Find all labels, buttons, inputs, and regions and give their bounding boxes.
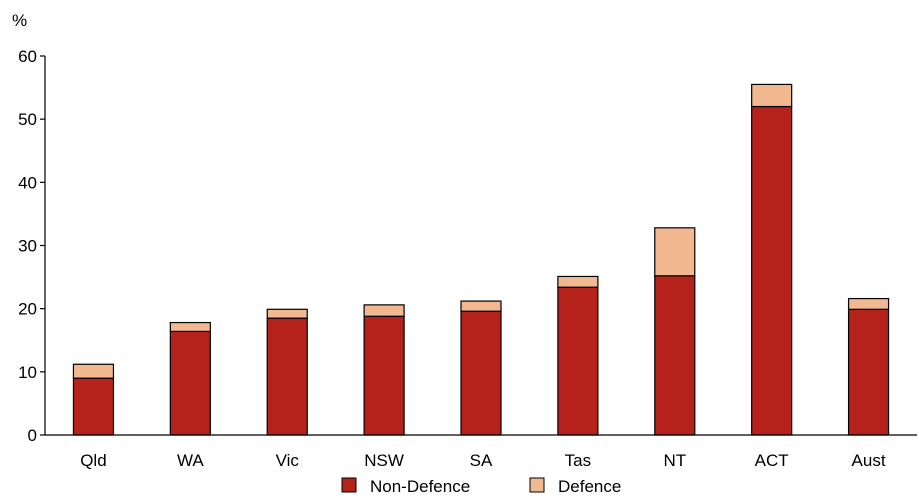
legend: Non-Defence Defence: [341, 477, 621, 496]
bar-defence-nt: [654, 227, 696, 277]
x-tick-label: Qld: [80, 451, 106, 470]
x-tick-label: NSW: [364, 451, 404, 470]
y-tick-label: 50: [18, 110, 37, 129]
x-tick-label: ACT: [755, 451, 789, 470]
y-tick-label: 20: [18, 300, 37, 319]
bar-defence-act: [751, 83, 793, 108]
y-axis: 0 10 20 30 40 50 60: [18, 47, 45, 445]
y-tick-label: 0: [28, 426, 37, 445]
bar-non-defence-aust: [847, 308, 890, 436]
y-tick-label: 40: [18, 173, 37, 192]
x-tick-label: SA: [470, 451, 493, 470]
bar-group: [72, 83, 890, 436]
x-tick-label: WA: [177, 451, 204, 470]
legend-swatch-defence: [529, 477, 545, 493]
y-tick-label: 30: [18, 237, 37, 256]
bar-defence-tas: [557, 275, 599, 288]
bar-non-defence-tas: [557, 286, 599, 436]
bar-defence-wa: [169, 321, 211, 333]
x-tick-label: Tas: [565, 451, 591, 470]
bar-defence-vic: [266, 308, 308, 319]
bar-non-defence-qld: [72, 377, 115, 436]
x-tick-label: Vic: [276, 451, 300, 470]
x-tick-label: NT: [663, 451, 686, 470]
bar-non-defence-nt: [654, 275, 696, 436]
bar-defence-qld: [72, 363, 115, 379]
legend-label: Defence: [558, 477, 621, 496]
x-tick-label: Aust: [852, 451, 886, 470]
y-tick-label: 60: [18, 47, 37, 66]
x-axis: Qld WA Vic NSW SA Tas NT ACT Aust: [80, 451, 886, 470]
bar-non-defence-sa: [460, 310, 502, 436]
legend-label: Non-Defence: [370, 477, 470, 496]
y-tick-label: 10: [18, 363, 37, 382]
bar-defence-sa: [460, 300, 502, 312]
bar-non-defence-vic: [266, 317, 308, 436]
y-axis-unit-label: %: [12, 11, 27, 30]
bar-defence-nsw: [363, 304, 405, 317]
bar-defence-aust: [847, 297, 890, 310]
bar-non-defence-nsw: [363, 315, 405, 436]
bar-non-defence-wa: [169, 330, 211, 436]
legend-swatch-non-defence: [341, 477, 357, 493]
bar-non-defence-act: [751, 105, 793, 436]
